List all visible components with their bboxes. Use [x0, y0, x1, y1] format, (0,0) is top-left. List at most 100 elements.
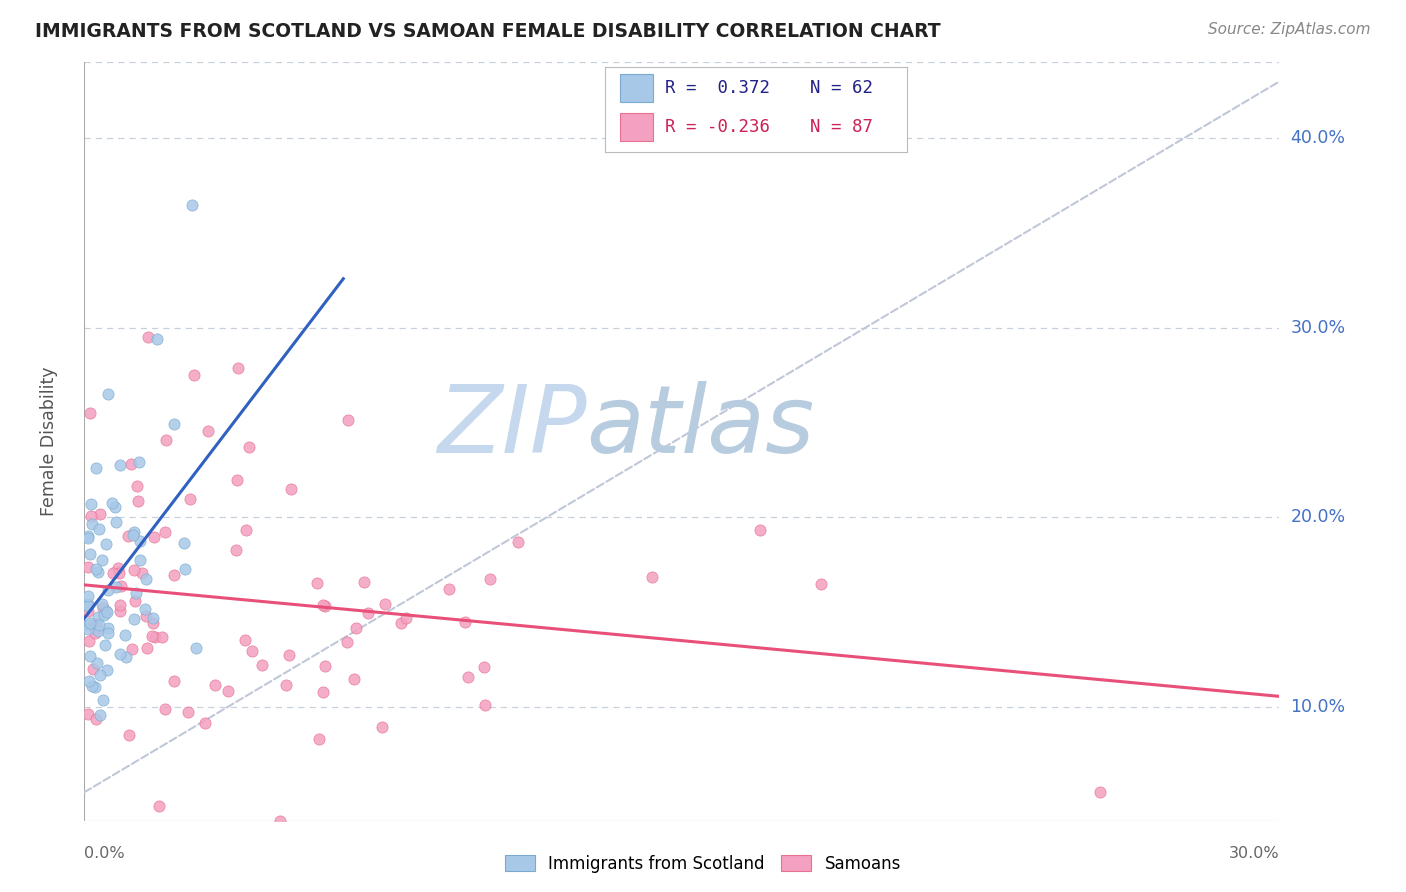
Point	[93, 639, 115, 653]
Point	[127, 494, 149, 508]
Point	[312, 598, 335, 612]
Point	[506, 535, 529, 549]
Point	[84, 562, 107, 576]
Point	[79, 649, 101, 664]
Point	[131, 566, 153, 580]
Point	[101, 496, 124, 510]
Point	[122, 612, 145, 626]
Point	[77, 590, 100, 604]
Point	[336, 413, 359, 427]
Point	[226, 361, 249, 376]
Point	[80, 517, 103, 532]
Point	[163, 568, 186, 582]
Point	[97, 621, 120, 635]
Point	[125, 479, 148, 493]
Point	[89, 668, 111, 682]
Point	[96, 663, 118, 677]
Point	[125, 586, 148, 600]
Point	[136, 330, 159, 344]
Point	[155, 433, 177, 447]
Point	[96, 605, 118, 619]
Point	[395, 611, 418, 625]
Point	[122, 563, 145, 577]
Point	[163, 417, 186, 432]
Point	[194, 716, 217, 731]
Point	[122, 527, 145, 541]
Point	[134, 602, 156, 616]
Point	[82, 662, 104, 676]
Point	[77, 599, 100, 613]
Point	[80, 679, 103, 693]
Point	[135, 609, 157, 624]
Point	[124, 524, 146, 539]
Point	[374, 597, 396, 611]
Point	[83, 626, 105, 640]
Point	[80, 508, 103, 523]
Point	[235, 523, 257, 537]
Point	[128, 455, 150, 469]
Point	[141, 629, 163, 643]
Legend: Immigrants from Scotland, Samoans: Immigrants from Scotland, Samoans	[498, 848, 908, 880]
Point	[142, 611, 165, 625]
Point	[107, 560, 129, 574]
Point	[80, 497, 103, 511]
Point	[225, 543, 247, 558]
Text: 20.0%: 20.0%	[1291, 508, 1346, 526]
Text: Female Disability: Female Disability	[39, 367, 58, 516]
Point	[153, 702, 176, 716]
Point	[87, 610, 110, 624]
Point	[135, 572, 157, 586]
Point	[107, 566, 129, 580]
Point	[479, 572, 502, 586]
Point	[77, 622, 100, 636]
Point	[150, 630, 173, 644]
Point	[77, 531, 100, 545]
Point	[84, 681, 107, 695]
Point	[238, 440, 260, 454]
Point	[183, 368, 205, 383]
Point	[77, 618, 100, 632]
Point	[77, 560, 100, 574]
Point	[474, 659, 496, 673]
Text: R =  0.372: R = 0.372	[665, 79, 770, 97]
Point	[104, 515, 127, 529]
Point	[77, 706, 100, 721]
Text: 30.0%: 30.0%	[1291, 318, 1346, 337]
Text: 0.0%: 0.0%	[84, 846, 125, 861]
Point	[163, 673, 186, 688]
Text: R = -0.236: R = -0.236	[665, 118, 770, 136]
Point	[370, 720, 392, 734]
Point	[346, 622, 368, 636]
Point	[217, 684, 239, 698]
Text: ZIP: ZIP	[437, 381, 586, 472]
Text: 40.0%: 40.0%	[1291, 129, 1346, 147]
Point	[474, 698, 496, 712]
Point	[86, 712, 108, 726]
Point	[90, 598, 112, 612]
Point	[86, 657, 108, 671]
Point	[453, 615, 475, 630]
Point	[89, 707, 111, 722]
Point	[145, 332, 167, 346]
Point	[124, 594, 146, 608]
Text: N = 87: N = 87	[810, 118, 873, 136]
Point	[129, 534, 152, 549]
Point	[96, 537, 118, 551]
Point	[84, 617, 107, 632]
Point	[280, 482, 302, 496]
Point	[108, 458, 131, 472]
Point	[87, 565, 110, 579]
Text: 30.0%: 30.0%	[1229, 846, 1279, 861]
Point	[77, 529, 100, 543]
Point	[104, 500, 127, 515]
Point	[89, 522, 111, 536]
Point	[311, 685, 333, 699]
Point	[108, 647, 131, 661]
Point	[305, 575, 328, 590]
Point	[108, 604, 131, 618]
Point	[353, 575, 375, 590]
Text: atlas: atlas	[586, 381, 814, 472]
Point	[96, 604, 118, 618]
Point	[110, 579, 132, 593]
Point	[389, 615, 412, 630]
